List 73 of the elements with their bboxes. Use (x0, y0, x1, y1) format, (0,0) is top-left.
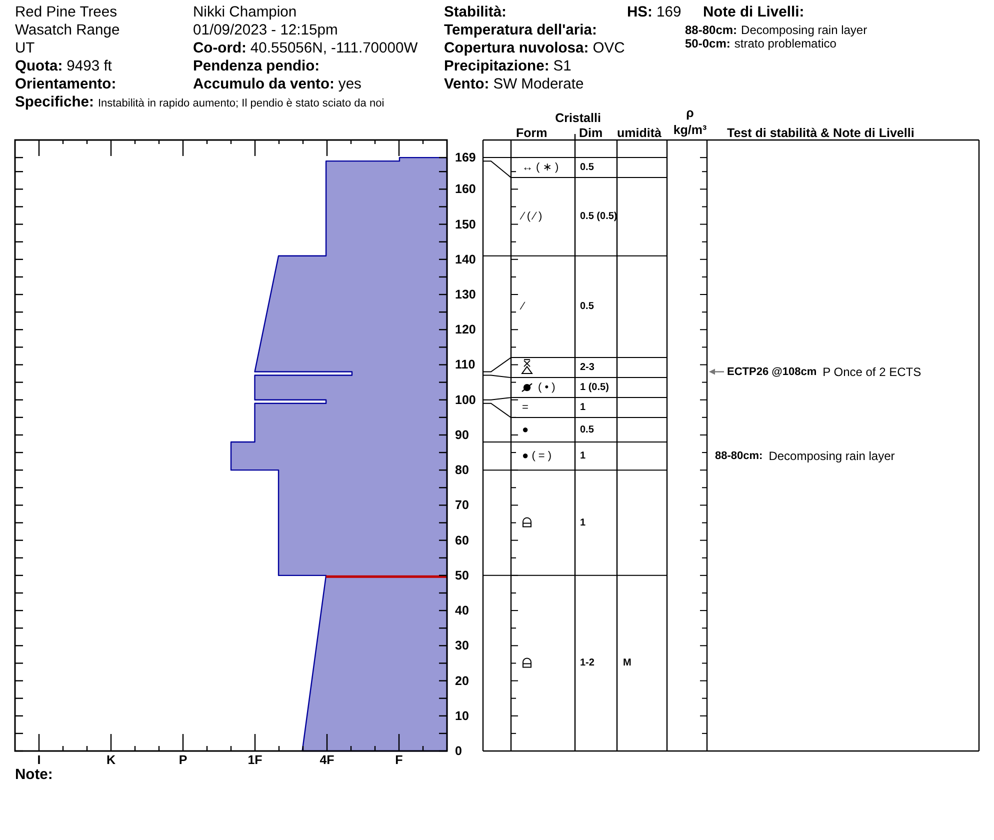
text: 01/09/2023 - 12:15pm (193, 22, 338, 38)
text: 88-80cm: Decomposing rain layer (685, 23, 868, 37)
y-tick-label: 120 (455, 322, 476, 337)
text: 1 (580, 402, 586, 414)
text: Pendenza pendio: (193, 58, 320, 74)
text: Specifiche: Instabilità in rapido aumento; Il pendio è stato sciato da noi (15, 94, 384, 110)
text: P (178, 753, 188, 767)
text: Co-ord: 40.55056N, -111.70000W (193, 40, 418, 56)
y-tick-label: 110 (455, 358, 476, 372)
text: Wasatch Range (15, 22, 120, 38)
category-label: ρ kg/m³ (673, 106, 707, 137)
category-label: Form (516, 126, 548, 140)
text: 0.5 (580, 301, 594, 312)
text: 88-80cm: (715, 450, 763, 462)
y-tick-label: 50 (455, 568, 469, 582)
text: 2-3 (580, 362, 595, 374)
y-tick-label: 20 (455, 674, 469, 688)
text: Note di Livelli: (703, 4, 804, 20)
y-tick-label: 130 (455, 288, 476, 302)
text: Stabilità: (444, 4, 506, 20)
text: 1 (0.5) (580, 382, 609, 394)
text: Copertura nuvolosa: OVC (444, 40, 626, 56)
text: Temperatura dell'aria: (444, 22, 597, 38)
text: ● ( = ) (522, 450, 552, 462)
text: = (522, 402, 528, 414)
y-tick-label: 100 (455, 392, 476, 407)
text: 1 (580, 517, 586, 528)
y-tick-label: 40 (455, 604, 469, 618)
text: Vento: SW Moderate (444, 76, 584, 92)
category-label: umidità (617, 126, 662, 140)
text: Cristalli (555, 111, 601, 125)
text: 4F (320, 753, 335, 767)
text: K (106, 753, 116, 767)
text: 50-0cm: strato problematico (685, 36, 837, 50)
y-tick-label: 160 (455, 182, 476, 196)
y-tick-label: 90 (455, 428, 469, 442)
text: ⁄ ( ⁄ ) (519, 210, 542, 223)
y-tick-label: 70 (455, 498, 469, 512)
y-tick-label: 30 (455, 638, 469, 653)
text: ⁄ (519, 300, 526, 313)
text: Note: (15, 767, 53, 783)
text: 1F (248, 753, 263, 767)
text: F (395, 753, 404, 767)
text: 0.5 (0.5) (580, 211, 618, 222)
text: Red Pine Trees (15, 4, 117, 20)
text: Decomposing rain layer (768, 449, 895, 464)
category-label: Dim (579, 126, 603, 140)
text: I (37, 753, 41, 767)
text: M (623, 658, 632, 669)
text: Quota: 9493 ft (15, 58, 112, 74)
text: Accumulo da vento: yes (193, 76, 362, 92)
text: ↔ ( ∗ ) (522, 162, 559, 174)
y-tick-label: 0 (455, 744, 462, 758)
text: 0.5 (580, 424, 594, 436)
text: ECTP26 @108cm (727, 366, 817, 378)
y-tick-label: 80 (455, 463, 469, 478)
text: 0.5 (580, 162, 594, 174)
category-label: Test di stabilità & Note di Livelli (727, 126, 914, 140)
y-tick-label: 10 (455, 708, 469, 723)
text: ● (522, 424, 529, 436)
text: 1 (580, 450, 586, 462)
text: P Once of 2 ECTS (822, 364, 922, 379)
text: ( • ) (538, 382, 556, 394)
text: Precipitazione: S1 (444, 58, 572, 74)
y-tick-label: 150 (455, 217, 476, 232)
y-tick-label: 140 (455, 252, 476, 266)
text: 1-2 (580, 658, 595, 669)
text: Orientamento: (15, 76, 116, 92)
text: Nikki Champion (193, 4, 297, 20)
text: HS: 169 (627, 4, 682, 20)
y-tick-label: 169 (455, 150, 476, 165)
text: UT (15, 40, 35, 56)
y-tick-label: 60 (455, 533, 469, 548)
